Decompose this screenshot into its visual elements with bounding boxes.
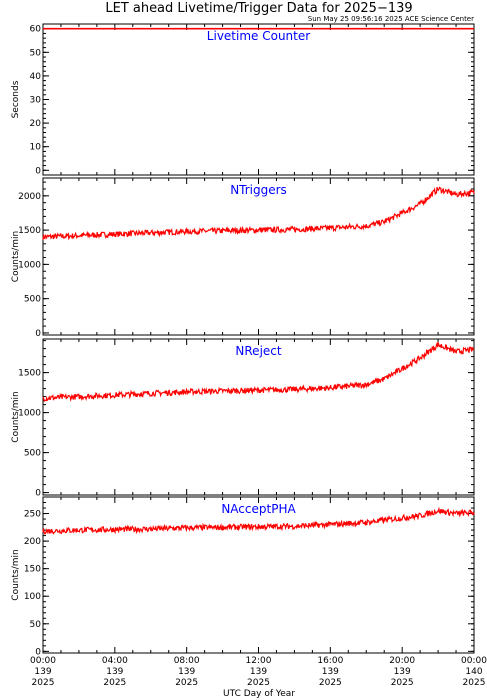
y-tick-label: 0 <box>35 166 41 176</box>
y-tick-label: 1000 <box>18 409 41 419</box>
y-tick-label: 100 <box>24 592 41 602</box>
panel-frame <box>42 338 475 496</box>
x-tick-label-doy: 140 <box>465 667 482 677</box>
x-tick-label-doy: 139 <box>250 667 267 677</box>
panel-title: NAcceptPHA <box>221 502 296 516</box>
panel-2: 0 500 1000 1500 2000 Counts/min NTriggers <box>11 177 475 339</box>
y-tick-label: 500 <box>24 295 41 305</box>
x-tick-label-time: 00:00 <box>30 656 56 666</box>
x-tick-label-doy: 139 <box>34 667 51 677</box>
y-tick-label: 1500 <box>18 226 41 236</box>
panel-4: 0 50 100 150 200 250 Counts/min NAcceptPHA <box>11 496 475 657</box>
y-tick-label: 1000 <box>18 260 41 270</box>
x-tick-label-time: 08:00 <box>174 656 200 666</box>
x-axis-labels: 00:00139202504:00139202508:00139202512:0… <box>30 656 487 688</box>
panel-title: Livetime Counter <box>207 29 310 43</box>
x-tick-label-time: 16:00 <box>317 656 343 666</box>
y-tick-label: 30 <box>30 96 42 106</box>
y-axis-title: Counts/min <box>11 391 21 442</box>
y-tick-label: 2000 <box>18 192 41 202</box>
x-tick-label-doy: 139 <box>178 667 195 677</box>
panel-frame <box>42 496 475 654</box>
y-tick-label: 50 <box>30 620 42 630</box>
panel-frame <box>42 23 475 176</box>
panel-3: 0 500 1000 1500 Counts/min NReject <box>11 338 475 499</box>
y-tick-label: 50 <box>30 48 42 58</box>
x-tick-label-time: 04:00 <box>102 656 128 666</box>
series-line <box>42 186 475 241</box>
timestamp: Sun May 25 09:56:16 2025 ACE Science Cen… <box>308 15 474 23</box>
y-tick-label: 1500 <box>18 369 41 379</box>
y-tick-label: 150 <box>24 565 41 575</box>
y-axis-title: Counts/min <box>11 549 21 600</box>
y-tick-label: 10 <box>30 143 42 153</box>
x-tick-label-doy: 139 <box>106 667 123 677</box>
y-tick-label: 0 <box>35 647 41 657</box>
y-axis-title: Seconds <box>11 80 21 118</box>
y-tick-label: 0 <box>35 489 41 499</box>
x-tick-label-year: 2025 <box>319 678 342 688</box>
series-line <box>42 341 475 403</box>
y-axis-title: Counts/min <box>11 231 21 282</box>
panel-1: 0 10 20 30 40 50 60 Seconds Livetime Counter <box>11 23 475 176</box>
x-tick-label-year: 2025 <box>103 678 126 688</box>
y-tick-label: 250 <box>24 510 41 520</box>
figure-title: LET ahead Livetime/Trigger Data for 2025… <box>105 1 412 16</box>
x-tick-label-time: 20:00 <box>389 656 415 666</box>
panel-title: NReject <box>235 344 281 358</box>
x-tick-label-time: 00:00 <box>461 656 487 666</box>
x-tick-label-time: 12:00 <box>246 656 272 666</box>
x-tick-label-year: 2025 <box>391 678 414 688</box>
panel-title: NTriggers <box>230 183 287 197</box>
panel-frame <box>42 177 475 336</box>
y-tick-label: 200 <box>24 537 41 547</box>
y-tick-label: 60 <box>30 25 42 35</box>
y-tick-label: 500 <box>24 449 41 459</box>
x-tick-label-year: 2025 <box>175 678 198 688</box>
x-axis-title: UTC Day of Year <box>223 689 295 699</box>
x-tick-label-year: 2025 <box>32 678 55 688</box>
x-tick-label-year: 2025 <box>463 678 486 688</box>
y-tick-label: 20 <box>30 119 42 129</box>
y-tick-label: 40 <box>30 72 42 82</box>
x-tick-label-year: 2025 <box>247 678 270 688</box>
x-tick-label-doy: 139 <box>322 667 339 677</box>
y-tick-label: 0 <box>35 329 41 339</box>
series-line <box>42 506 475 535</box>
x-tick-label-doy: 139 <box>394 667 411 677</box>
